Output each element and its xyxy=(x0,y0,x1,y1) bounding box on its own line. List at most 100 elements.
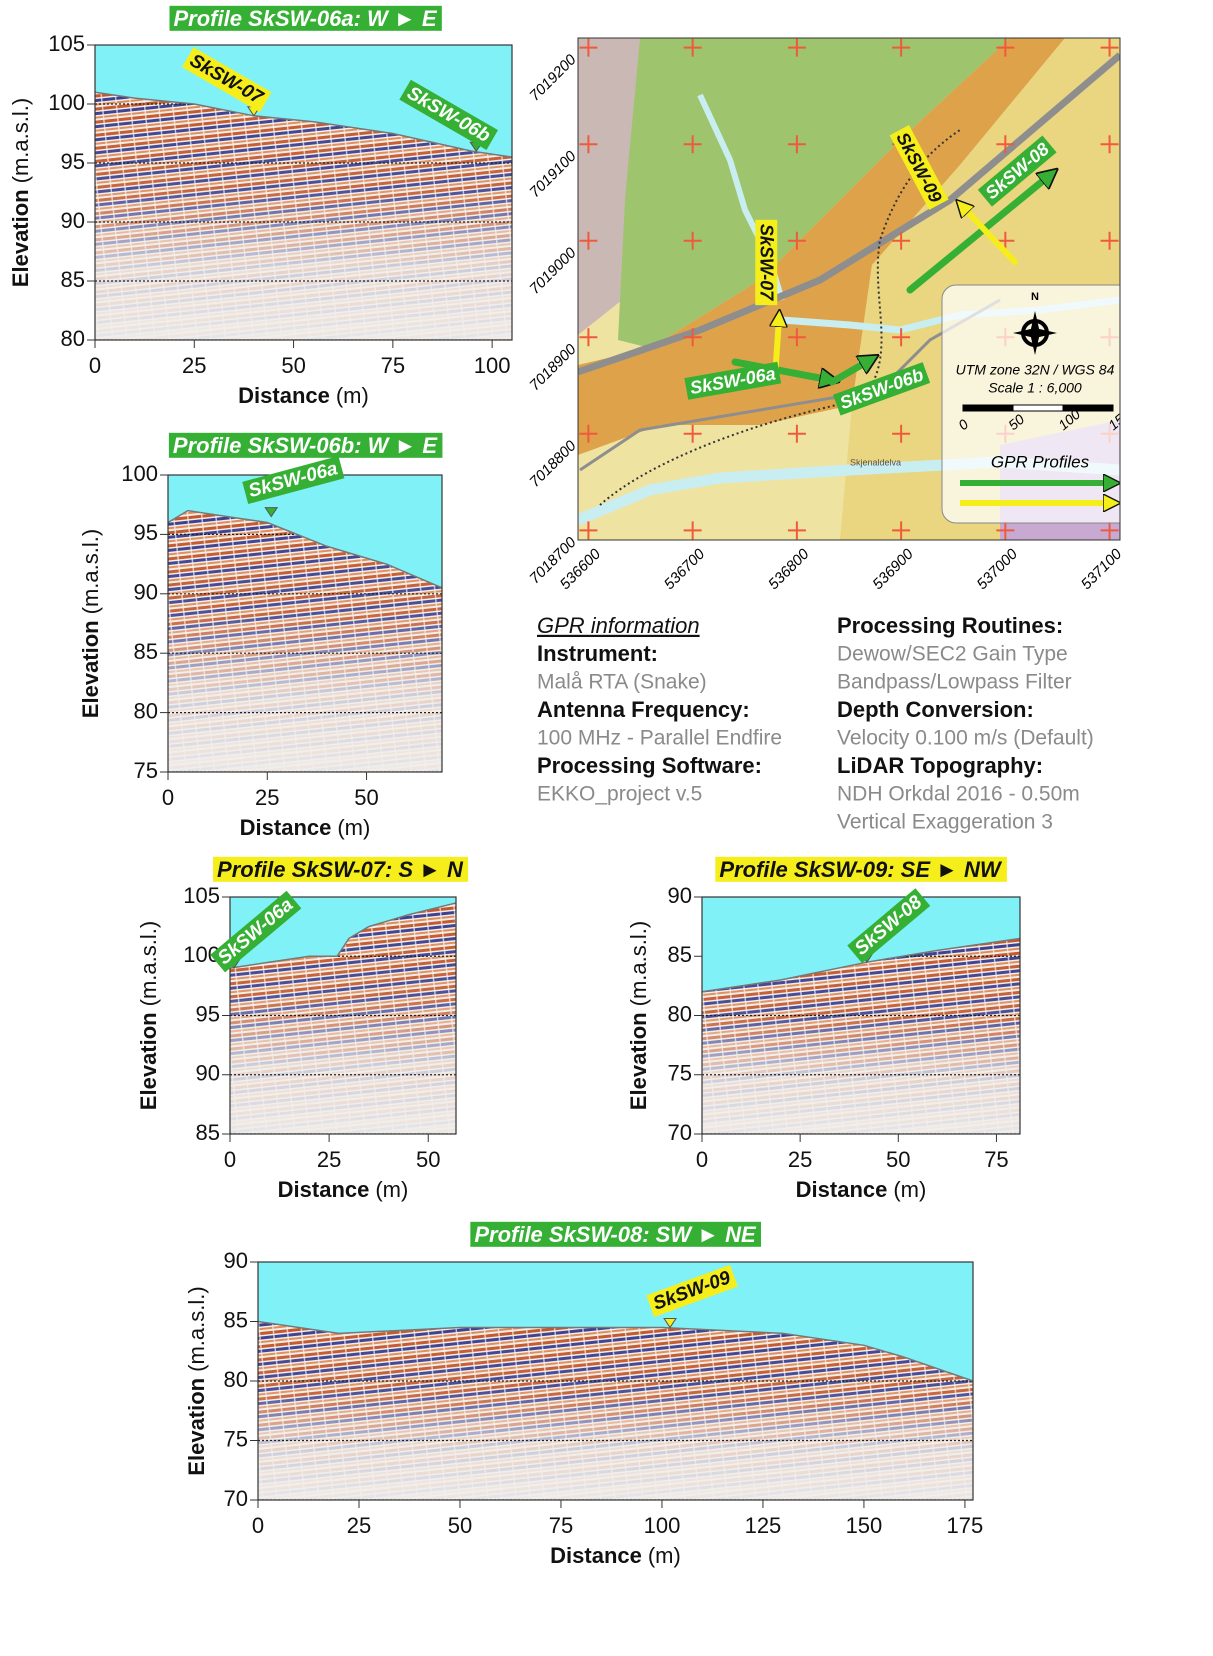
y-tick-label: 95 xyxy=(134,520,158,545)
map-x-tick-label: 536800 xyxy=(765,545,813,593)
axis-name: Elevation xyxy=(8,189,33,287)
grid-cross xyxy=(892,38,911,57)
map-y-tick-label: 7019100 xyxy=(526,147,580,201)
grid-cross xyxy=(787,38,806,57)
grid-cross xyxy=(1100,521,1119,540)
y-axis-label: Elevation (m.a.s.l.) xyxy=(184,1286,209,1475)
scale: Scale 1 : 6,000 xyxy=(988,380,1082,396)
y-tick-label: 105 xyxy=(183,883,220,908)
road xyxy=(578,52,1120,376)
x-tick-label: 150 xyxy=(846,1513,883,1538)
axis-name: Elevation xyxy=(136,1012,161,1110)
grid-cross xyxy=(787,328,806,347)
y-tick-label: 90 xyxy=(61,208,85,233)
y-tick-label: 90 xyxy=(668,883,692,908)
axis-name: Distance xyxy=(278,1177,370,1202)
grid-cross xyxy=(996,135,1015,154)
x-tick-label: 50 xyxy=(886,1147,910,1172)
y-tick-label: 85 xyxy=(61,267,85,292)
axis-unit: (m) xyxy=(337,815,370,840)
surface-line xyxy=(167,509,443,589)
info-text: Vertical Exaggeration 3 xyxy=(837,811,1053,834)
axis-unit: (m) xyxy=(648,1543,681,1568)
grid-cross xyxy=(996,231,1015,250)
title-background xyxy=(168,432,443,458)
axis-unit: (m) xyxy=(375,1177,408,1202)
surface-line xyxy=(94,91,513,158)
y-tick-label: 80 xyxy=(224,1367,248,1392)
x-tick-label: 0 xyxy=(252,1513,264,1538)
label-background xyxy=(210,890,302,973)
label-background xyxy=(646,1264,738,1317)
x-tick-label: 50 xyxy=(354,785,378,810)
x-tick-label: 0 xyxy=(89,353,101,378)
label-background xyxy=(889,125,949,210)
x-axis-label: Distance (m) xyxy=(278,1177,409,1202)
radargram xyxy=(230,902,456,1134)
y-tick-label: 75 xyxy=(224,1426,248,1451)
chart-title: Profile SkSW-09: SE ► NW xyxy=(715,856,1007,882)
info-title: GPR information xyxy=(537,613,700,638)
chart-title: Profile SkSW-06b: W ► E xyxy=(168,432,443,458)
y-tick-label: 70 xyxy=(224,1486,248,1511)
profile-arrow xyxy=(906,175,1050,294)
grid-cross xyxy=(579,38,598,57)
y-tick-label: 80 xyxy=(668,1001,692,1026)
map-x-tick-label: 537000 xyxy=(974,545,1022,593)
x-tick-label: 50 xyxy=(448,1513,472,1538)
y-tick-label: 100 xyxy=(48,90,85,115)
map-frame xyxy=(577,37,1121,541)
y-tick-label: 80 xyxy=(134,698,158,723)
title-background xyxy=(715,856,1007,882)
title-background xyxy=(169,5,442,31)
y-tick-label: 75 xyxy=(134,758,158,783)
info-heading: Processing Routines: xyxy=(837,613,1063,638)
info-heading: Depth Conversion: xyxy=(837,697,1034,722)
label-background xyxy=(684,361,782,400)
compass xyxy=(1013,311,1057,355)
info-heading: LiDAR Topography: xyxy=(837,753,1043,778)
grid-cross xyxy=(787,521,806,540)
label-background xyxy=(847,888,931,964)
label-background xyxy=(833,362,931,416)
map-x-tick-label: 537100 xyxy=(1078,545,1126,593)
scale-segment xyxy=(962,404,1014,412)
info-text: EKKO_project v.5 xyxy=(537,783,702,806)
x-tick-label: 100 xyxy=(474,353,511,378)
axis-unit: (m.a.s.l.) xyxy=(136,921,161,1007)
axis-name: Distance xyxy=(238,383,330,408)
x-tick-label: 0 xyxy=(162,785,174,810)
label-tag: SkSW-07 xyxy=(755,219,778,306)
y-axis-label: Elevation (m.a.s.l.) xyxy=(626,921,651,1110)
grid-cross xyxy=(683,38,702,57)
grid-cross xyxy=(579,424,598,443)
map-y-tick-label: 7019200 xyxy=(526,51,580,105)
label-background xyxy=(399,79,498,150)
x-tick-label: 25 xyxy=(788,1147,812,1172)
axis-unit: (m) xyxy=(336,383,369,408)
legend-title: GPR Profiles xyxy=(991,452,1090,471)
map-y-tick-label: 7018800 xyxy=(526,437,580,491)
label-text: SkSW-07 xyxy=(756,224,776,301)
map-x-tick-label: 536900 xyxy=(869,545,917,593)
grid-cross xyxy=(1100,135,1119,154)
y-axis-label: Elevation (m.a.s.l.) xyxy=(78,529,103,718)
y-tick-label: 90 xyxy=(196,1061,220,1086)
x-tick-label: 50 xyxy=(281,353,305,378)
intersection-marker xyxy=(663,1317,677,1329)
profile-arrow xyxy=(962,206,1018,265)
grid-cross xyxy=(1100,231,1119,250)
axis-unit: (m.a.s.l.) xyxy=(626,921,651,1007)
railway xyxy=(599,129,961,506)
surface-line xyxy=(257,1320,974,1382)
axis-name: Elevation xyxy=(78,620,103,718)
grid-cross xyxy=(787,231,806,250)
grid-cross xyxy=(892,424,911,443)
y-tick-label: 95 xyxy=(196,1001,220,1026)
scale-segment xyxy=(1062,404,1114,412)
grid-cross xyxy=(787,424,806,443)
y-tick-label: 75 xyxy=(668,1061,692,1086)
